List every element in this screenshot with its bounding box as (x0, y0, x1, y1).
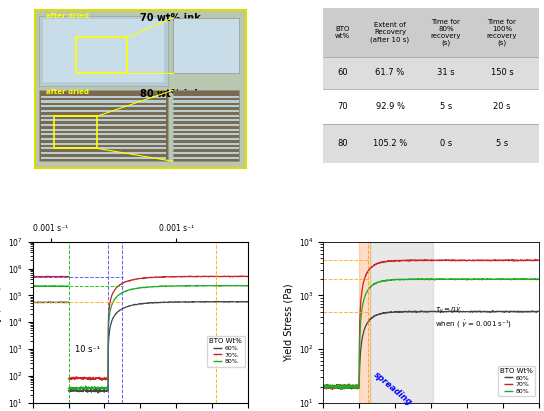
Text: 5 s: 5 s (496, 139, 508, 148)
Text: Time for
80%
recovery
(s): Time for 80% recovery (s) (431, 18, 461, 46)
FancyBboxPatch shape (172, 147, 239, 150)
FancyBboxPatch shape (41, 143, 166, 145)
Text: spreading: spreading (372, 370, 414, 408)
Text: Time for
100%
recovery
(s): Time for 100% recovery (s) (487, 18, 517, 46)
Text: BTO
wt%: BTO wt% (335, 26, 350, 39)
Text: 10 s⁻¹: 10 s⁻¹ (75, 345, 101, 354)
Text: 31 s: 31 s (437, 68, 455, 77)
FancyBboxPatch shape (172, 105, 239, 107)
Text: 20 s: 20 s (493, 102, 511, 111)
FancyBboxPatch shape (39, 90, 168, 161)
Text: 70 wt% ink: 70 wt% ink (140, 13, 201, 23)
FancyBboxPatch shape (41, 133, 166, 136)
FancyBboxPatch shape (39, 16, 168, 85)
FancyBboxPatch shape (172, 115, 239, 117)
FancyBboxPatch shape (172, 143, 239, 145)
Bar (370, 242, 432, 403)
FancyBboxPatch shape (172, 129, 239, 131)
Text: 60: 60 (337, 68, 348, 77)
FancyBboxPatch shape (41, 138, 166, 140)
Legend: 60%, 70%, 80%: 60%, 70%, 80% (207, 336, 245, 367)
FancyBboxPatch shape (41, 147, 166, 150)
Legend: 60%, 70%, 80%: 60%, 70%, 80% (498, 365, 535, 397)
Text: 80: 80 (337, 139, 348, 148)
FancyBboxPatch shape (172, 18, 239, 73)
FancyBboxPatch shape (323, 57, 539, 89)
Text: 80 wt% ink: 80 wt% ink (140, 89, 201, 99)
FancyBboxPatch shape (172, 138, 239, 140)
FancyBboxPatch shape (172, 133, 239, 136)
Text: $\tau_y = \eta\dot{\gamma}$
when ( $\dot{\gamma}$ = 0.001 s⁻¹): $\tau_y = \eta\dot{\gamma}$ when ( $\dot… (435, 303, 512, 330)
FancyBboxPatch shape (41, 110, 166, 112)
FancyBboxPatch shape (41, 105, 166, 107)
Text: 70: 70 (337, 102, 348, 111)
Text: 61.7 %: 61.7 % (375, 68, 405, 77)
FancyBboxPatch shape (323, 89, 539, 124)
Text: Extent of
Recovery
(after 10 s): Extent of Recovery (after 10 s) (370, 22, 410, 43)
Text: 150 s: 150 s (491, 68, 514, 77)
Bar (359, 242, 370, 403)
FancyBboxPatch shape (41, 157, 166, 159)
FancyBboxPatch shape (41, 129, 166, 131)
FancyBboxPatch shape (172, 157, 239, 159)
FancyBboxPatch shape (41, 152, 166, 154)
FancyBboxPatch shape (323, 8, 539, 169)
Text: after dried: after dried (46, 13, 89, 19)
FancyBboxPatch shape (35, 10, 246, 168)
FancyBboxPatch shape (41, 115, 166, 117)
FancyBboxPatch shape (44, 19, 164, 82)
FancyBboxPatch shape (41, 96, 166, 98)
Text: 5 s: 5 s (440, 102, 452, 111)
FancyBboxPatch shape (172, 152, 239, 154)
Text: 0 s: 0 s (440, 139, 452, 148)
FancyBboxPatch shape (172, 110, 239, 112)
FancyBboxPatch shape (172, 119, 239, 121)
FancyBboxPatch shape (41, 124, 166, 126)
Text: after dried: after dried (46, 89, 89, 95)
FancyBboxPatch shape (41, 119, 166, 121)
FancyBboxPatch shape (172, 101, 239, 103)
FancyBboxPatch shape (323, 8, 539, 57)
Y-axis label: Viscosity (Pa.s): Viscosity (Pa.s) (0, 286, 2, 359)
FancyBboxPatch shape (323, 124, 539, 163)
Text: 105.2 %: 105.2 % (373, 139, 407, 148)
FancyBboxPatch shape (172, 90, 239, 161)
Y-axis label: Yield Stress (Pa): Yield Stress (Pa) (283, 283, 293, 362)
Text: 92.9 %: 92.9 % (375, 102, 405, 111)
FancyBboxPatch shape (172, 96, 239, 98)
FancyBboxPatch shape (172, 124, 239, 126)
FancyBboxPatch shape (41, 101, 166, 103)
